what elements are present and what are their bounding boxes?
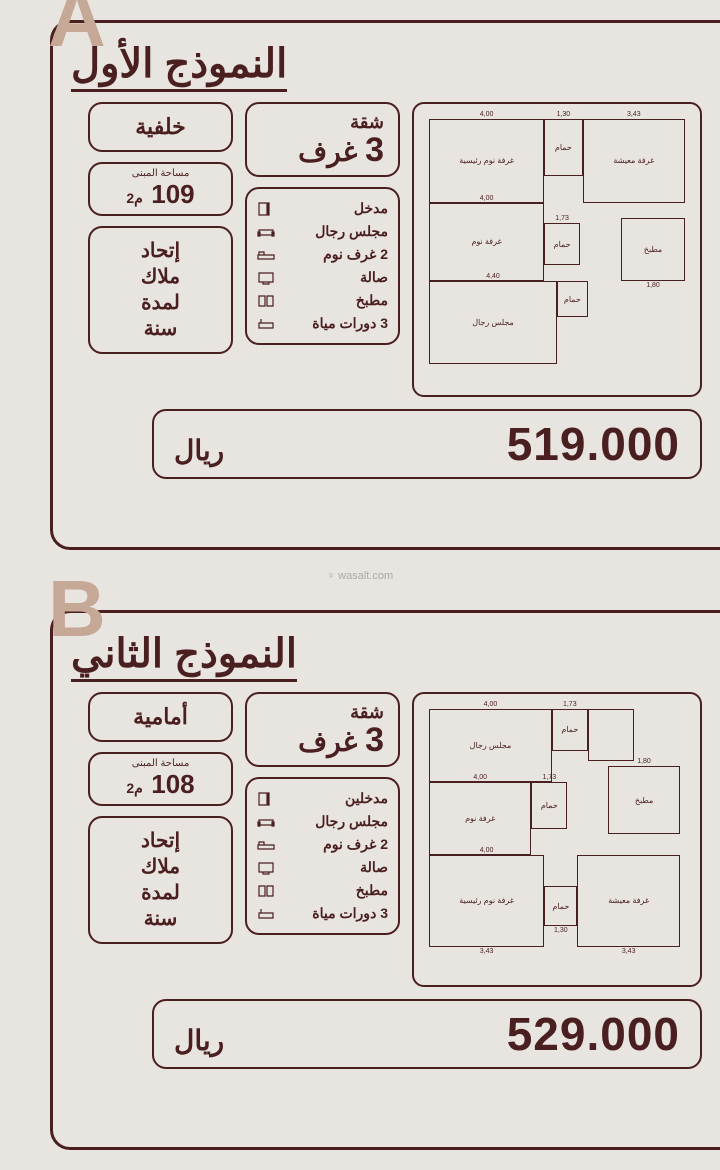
owner-line: ملاك: [100, 264, 221, 290]
feature-label: مطبخ: [356, 882, 388, 899]
price-value: 529.000: [507, 1007, 680, 1061]
area-label: مساحة المبنى: [98, 168, 223, 179]
floorplan-room: حمام1,73: [544, 223, 580, 265]
feature-row: 3 دورات مياة: [257, 312, 388, 335]
bed-icon: [257, 248, 275, 262]
price-currency: ريال: [174, 434, 224, 467]
apartment-box: شقة 3 غرف: [245, 692, 400, 767]
feature-label: مجلس رجال: [315, 813, 388, 830]
rooms-word: غرف: [298, 136, 365, 167]
feature-row: مجلس رجال: [257, 810, 388, 833]
area-box: مساحة المبنى 108 م2: [88, 752, 233, 806]
area-label: مساحة المبنى: [98, 758, 223, 769]
rooms-number: 3: [365, 131, 384, 169]
owner-box: إتحادملاكلمدةسنة: [88, 816, 233, 944]
feature-row: مجلس رجال: [257, 220, 388, 243]
floorplan: مجلس رجال4,00حمام1,73غرفة نوم4,00حمام1,7…: [412, 692, 702, 987]
feature-label: مطبخ: [356, 292, 388, 309]
floorplan-room: غرفة معيشة3,43: [583, 119, 685, 203]
price-box: 529.000 ريال: [152, 999, 702, 1069]
tv-icon: [257, 861, 275, 875]
feature-label: صالة: [360, 269, 388, 286]
feature-row: 3 دورات مياة: [257, 902, 388, 925]
feature-row: مدخلين: [257, 787, 388, 810]
bath-icon: [257, 317, 275, 331]
price-box: 519.000 ريال: [152, 409, 702, 479]
area-value: 109: [151, 179, 194, 209]
floorplan: غرفة نوم رئيسية4,00حمام1,30غرفة معيشة3,4…: [412, 102, 702, 397]
sofa-icon: [257, 815, 275, 829]
model-card-b: B النموذج الثاني مجلس رجال4,00حمام1,73غر…: [50, 610, 720, 1150]
feature-label: 2 غرف نوم: [323, 246, 388, 263]
floorplan-room: مجلس رجال4,00: [429, 709, 552, 782]
feature-row: 2 غرف نوم: [257, 243, 388, 266]
feature-label: مدخلين: [345, 790, 388, 807]
floorplan-room: حمام1,73: [552, 709, 588, 751]
kitchen-icon: [257, 884, 275, 898]
floorplan-room: غرفة نوم رئيسية4,003,43: [429, 855, 544, 946]
position-box: أمامية: [88, 692, 233, 742]
floorplan-room: غرفة نوم رئيسية4,00: [429, 119, 544, 203]
feature-row: صالة: [257, 856, 388, 879]
model-letter: B: [48, 563, 106, 655]
owner-line: سنة: [100, 316, 221, 342]
feature-label: 2 غرف نوم: [323, 836, 388, 853]
floorplan-room: غرفة نوم4,00: [429, 782, 531, 855]
rooms-number: 3: [365, 721, 384, 759]
feature-label: مجلس رجال: [315, 223, 388, 240]
floorplan-room: حمام1,73: [531, 782, 567, 829]
feature-label: 3 دورات مياة: [312, 315, 388, 332]
floorplan-room: حمام1,30: [544, 886, 577, 925]
door-icon: [257, 202, 275, 216]
owner-box: إتحادملاكلمدةسنة: [88, 226, 233, 354]
door-icon: [257, 792, 275, 806]
feature-label: 3 دورات مياة: [312, 905, 388, 922]
feature-row: مدخل: [257, 197, 388, 220]
price-currency: ريال: [174, 1024, 224, 1057]
area-unit: م2: [126, 780, 142, 796]
apartment-label: شقة: [261, 112, 384, 133]
owner-line: سنة: [100, 906, 221, 932]
floorplan-room: مجلس رجال4,40: [429, 281, 557, 365]
floorplan-room: حمام: [557, 281, 588, 318]
features-box: مدخل مجلس رجال 2 غرف نوم صالة مطبخ 3 دور…: [245, 187, 400, 345]
area-value: 108: [151, 769, 194, 799]
feature-label: مدخل: [354, 200, 388, 217]
floorplan-room: غرفة نوم4,00: [429, 203, 544, 281]
feature-row: 2 غرف نوم: [257, 833, 388, 856]
bath-icon: [257, 907, 275, 921]
price-value: 519.000: [507, 417, 680, 471]
model-card-a: A النموذج الأول غرفة نوم رئيسية4,00حمام1…: [50, 20, 720, 550]
apartment-box: شقة 3 غرف: [245, 102, 400, 177]
owner-line: لمدة: [100, 880, 221, 906]
apartment-label: شقة: [261, 702, 384, 723]
area-unit: م2: [126, 190, 142, 206]
tv-icon: [257, 271, 275, 285]
feature-row: صالة: [257, 266, 388, 289]
watermark: wasalt.com ♀: [327, 570, 393, 582]
owner-line: إتحاد: [100, 828, 221, 854]
area-box: مساحة المبنى 109 م2: [88, 162, 233, 216]
model-letter: A: [48, 0, 106, 65]
position-box: خلفية: [88, 102, 233, 152]
owner-line: ملاك: [100, 854, 221, 880]
floorplan-room: [588, 709, 634, 761]
floorplan-room: مطبخ1,80: [608, 766, 680, 834]
feature-label: صالة: [360, 859, 388, 876]
floorplan-room: غرفة معيشة3,43: [577, 855, 679, 946]
kitchen-icon: [257, 294, 275, 308]
bed-icon: [257, 838, 275, 852]
owner-line: إتحاد: [100, 238, 221, 264]
feature-row: مطبخ: [257, 289, 388, 312]
feature-row: مطبخ: [257, 879, 388, 902]
floorplan-room: حمام1,30: [544, 119, 582, 176]
floorplan-room: مطبخ1,80: [621, 218, 685, 281]
features-box: مدخلين مجلس رجال 2 غرف نوم صالة مطبخ 3 د…: [245, 777, 400, 935]
sofa-icon: [257, 225, 275, 239]
owner-line: لمدة: [100, 290, 221, 316]
rooms-word: غرف: [298, 726, 365, 757]
